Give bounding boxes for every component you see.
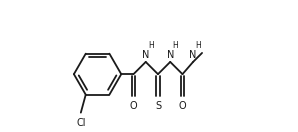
Text: N: N — [167, 50, 174, 60]
Text: O: O — [130, 101, 137, 111]
Text: Cl: Cl — [76, 117, 86, 128]
Text: H: H — [172, 41, 178, 50]
Text: H: H — [195, 41, 201, 50]
Text: N: N — [142, 50, 149, 60]
Text: S: S — [155, 101, 161, 111]
Text: H: H — [148, 41, 153, 50]
Text: O: O — [179, 101, 186, 111]
Text: N: N — [190, 50, 197, 60]
